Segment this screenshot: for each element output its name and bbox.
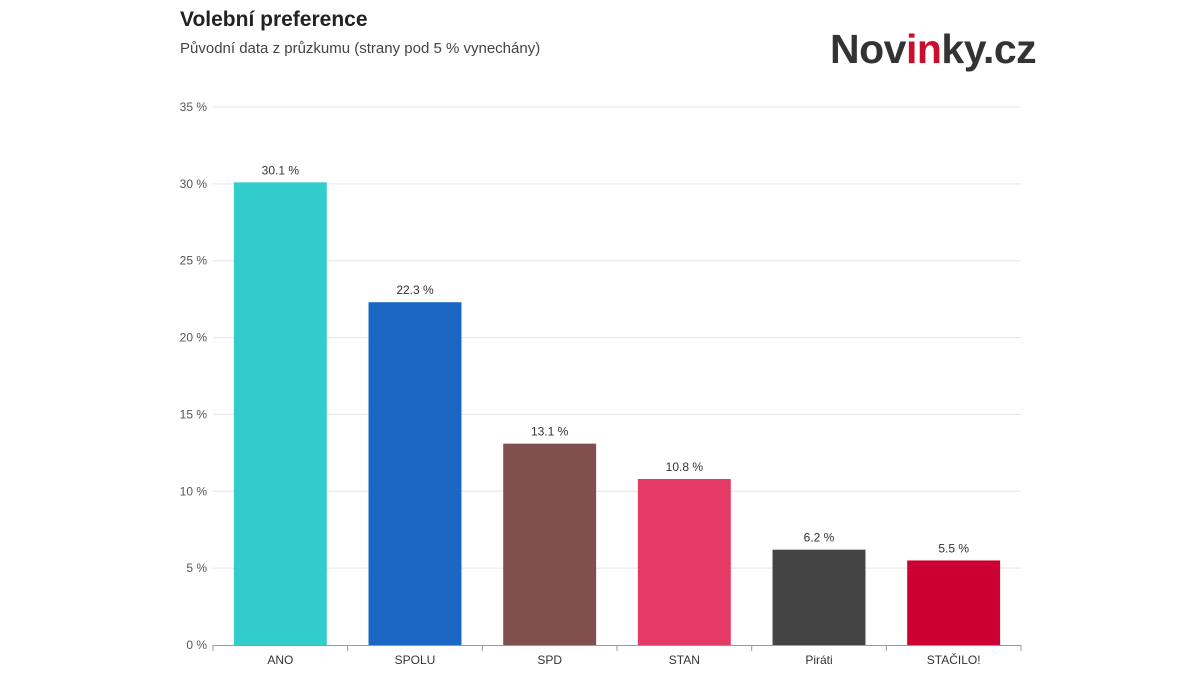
y-tick-label: 30 % (180, 177, 208, 191)
y-tick-label: 35 % (180, 100, 208, 114)
bar-spd (503, 443, 597, 645)
data-label: 13.1 % (531, 425, 569, 439)
bar-spolu (368, 302, 462, 645)
data-label: 6.2 % (804, 531, 835, 545)
bar-stan (637, 478, 731, 645)
data-label: 5.5 % (938, 541, 969, 555)
y-tick-label: 20 % (180, 331, 208, 345)
data-label: 30.1 % (262, 163, 300, 177)
logo-text-accent: in (905, 26, 942, 72)
y-tick-label: 25 % (180, 254, 208, 268)
x-category-label: STAN (669, 653, 700, 667)
y-tick-label: 15 % (180, 407, 208, 421)
x-category-label: STAČILO! (927, 652, 981, 667)
y-tick-label: 0 % (186, 638, 207, 652)
x-category-label: ANO (267, 653, 293, 667)
logo-text-end: ky.cz (941, 26, 1037, 72)
logo-text-start: Nov (830, 26, 906, 72)
x-category-label: SPOLU (395, 653, 436, 667)
bar-ano (233, 182, 327, 645)
novinky-logo: Novinky.cz (830, 26, 1037, 73)
y-tick-label: 5 % (186, 561, 207, 575)
y-tick-label: 10 % (180, 484, 208, 498)
x-category-label: Piráti (805, 653, 832, 667)
data-label: 22.3 % (396, 283, 434, 297)
bar-pirti (772, 549, 866, 645)
chart-title: Volební preference (180, 8, 368, 31)
bar-stailo (907, 560, 1001, 645)
data-label: 10.8 % (666, 460, 704, 474)
chart-subtitle: Původní data z průzkumu (strany pod 5 % … (180, 40, 541, 57)
x-category-label: SPD (537, 653, 562, 667)
